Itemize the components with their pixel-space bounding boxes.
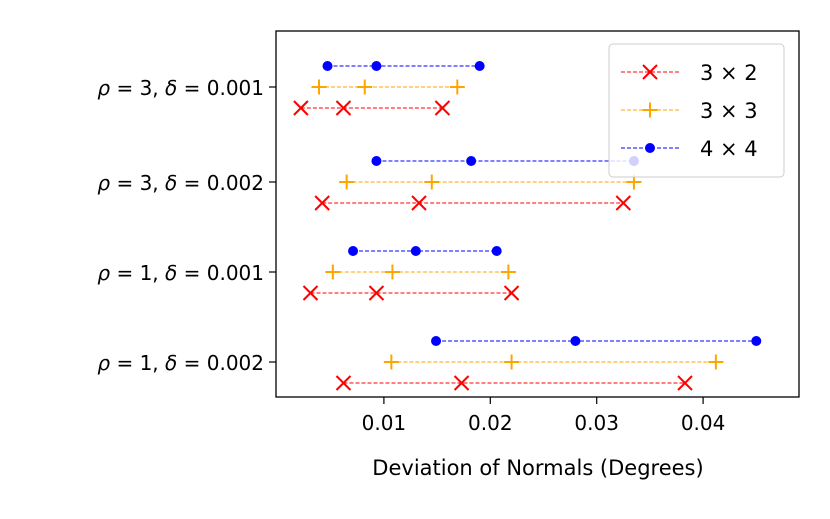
series-2-point-0-2 [751, 336, 762, 346]
plot-area [293, 61, 762, 391]
series-1-point-0-1 [504, 354, 520, 370]
series-0-point-1-1 [368, 285, 385, 301]
series-1-point-3-0 [311, 79, 327, 95]
series-1-point-0-0 [383, 354, 399, 370]
plot-frame [275, 30, 800, 398]
y-tick-label-2: ρ = 3, δ = 0.002 [97, 171, 264, 195]
y-axis-ticks: ρ = 1, δ = 0.002 ρ = 1, δ = 0.001 ρ = 3, δ… [97, 76, 276, 375]
series-0-point-1-2 [503, 285, 520, 301]
series-0-point-2-2-stroke-b [615, 195, 632, 211]
x-tick-label-1: 0.02 [468, 411, 513, 435]
legend-label-0: 3 × 2 [700, 61, 758, 85]
series-2-point-1-1 [410, 246, 421, 256]
series-2-point-3-0 [322, 61, 333, 71]
x-axis-label: Deviation of Normals (Degrees) [372, 456, 703, 480]
y-tick-label-1: ρ = 1, δ = 0.001 [97, 261, 264, 285]
series-0-point-0-0 [335, 375, 352, 391]
series-0-point-3-2-stroke-b [434, 100, 451, 116]
series-2-point-1-2 [491, 246, 502, 256]
series-0-point-0-1-stroke-b [453, 375, 470, 391]
series-0-point-1-0-stroke-b [302, 285, 319, 301]
x-tick-label-2: 0.03 [574, 411, 619, 435]
series-0-point-2-0-stroke-b [314, 195, 330, 211]
series-1-point-1-0 [325, 264, 341, 280]
series-2-point-0-0 [431, 336, 442, 346]
series-1-point-2-1 [424, 174, 440, 190]
series-2-point-0-1 [570, 336, 581, 346]
series-0-point-3-1-stroke-b [335, 100, 352, 116]
legend-label-1: 3 × 3 [700, 99, 758, 123]
series-1-point-3-1 [357, 79, 373, 95]
series-2-point-3-2 [474, 61, 485, 71]
series-2-point-2-0 [371, 156, 382, 166]
legend-marker-0-stroke-b [642, 64, 658, 80]
x-tick-label-0: 0.01 [362, 411, 407, 435]
x-tick-label-3: 0.04 [681, 411, 726, 435]
series-2-point-1-0 [348, 246, 359, 256]
series-0-point-3-0 [293, 100, 309, 116]
series-0-point-0-2-stroke-b [677, 375, 693, 391]
series-0-point-2-2 [615, 195, 632, 211]
series-0-point-0-2 [677, 375, 693, 391]
series-0-point-2-1 [411, 195, 427, 211]
legend-marker-2 [645, 143, 655, 153]
series-1-point-2-0 [339, 174, 355, 190]
series-1-point-0-2 [708, 354, 724, 370]
series-0-point-2-0 [314, 195, 330, 211]
legend-marker-0 [642, 64, 658, 80]
series-0-point-3-0-stroke-b [293, 100, 309, 116]
series-1-point-1-2 [500, 264, 516, 280]
y-tick-label-0: ρ = 1, δ = 0.002 [97, 351, 264, 375]
series-2-point-3-1 [371, 61, 382, 71]
series-1-point-1-1 [384, 264, 400, 280]
y-tick-label-3: ρ = 3, δ = 0.001 [97, 76, 264, 100]
series-0-point-3-1 [335, 100, 352, 116]
series-0-point-2-1-stroke-b [411, 195, 427, 211]
series-0-point-0-0-stroke-b [335, 375, 352, 391]
x-axis-ticks: 0.01 0.02 0.03 0.04 [362, 397, 726, 435]
legend-marker-1 [642, 102, 658, 118]
legend: 3 × 2 3 × 3 4 × 4 [608, 43, 785, 178]
series-0-point-1-1-stroke-b [368, 285, 385, 301]
series-2-point-2-1 [466, 156, 477, 166]
series-1-point-3-2 [449, 79, 465, 95]
series-0-point-3-2 [434, 100, 451, 116]
series-0-point-0-1 [453, 375, 470, 391]
legend-label-2: 4 × 4 [700, 137, 758, 161]
legend-box [608, 43, 785, 178]
series-0-point-1-2-stroke-b [503, 285, 520, 301]
series-0-point-1-0 [302, 285, 319, 301]
